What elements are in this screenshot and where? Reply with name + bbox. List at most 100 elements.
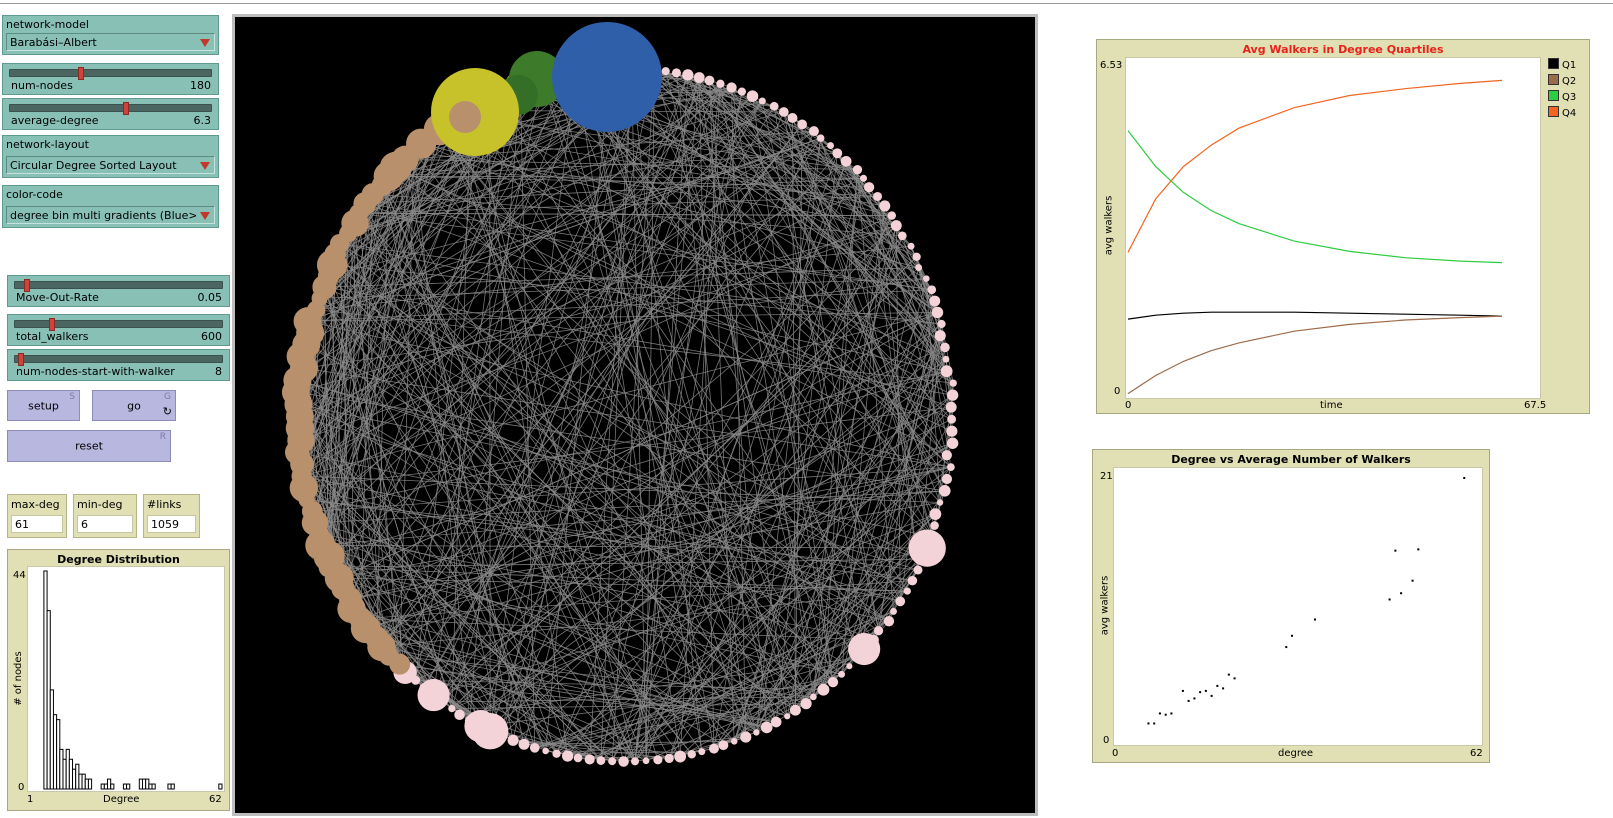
network-node[interactable] [907, 575, 918, 586]
network-node[interactable] [718, 740, 729, 751]
network-node[interactable] [941, 450, 952, 461]
network-node[interactable] [726, 82, 737, 93]
network-node[interactable] [608, 757, 617, 766]
network-node[interactable] [797, 119, 807, 130]
total-walkers-slider[interactable]: total_walkers 600 [7, 314, 230, 346]
network-node[interactable] [769, 101, 779, 111]
network-node[interactable] [464, 715, 475, 726]
network-node[interactable] [929, 508, 942, 520]
network-node[interactable] [846, 663, 853, 670]
network-node[interactable] [642, 757, 650, 765]
network-node[interactable] [704, 75, 715, 86]
slider-thumb[interactable] [123, 102, 130, 115]
num-nodes-start-with-walker-slider[interactable]: num-nodes-start-with-walker 8 [7, 349, 230, 381]
network-node[interactable] [903, 587, 911, 595]
network-node[interactable] [674, 750, 687, 763]
network-node[interactable] [746, 90, 759, 102]
slider-thumb[interactable] [48, 318, 55, 331]
slider-track[interactable] [14, 355, 223, 363]
network-node[interactable] [758, 97, 766, 105]
network-node[interactable] [940, 342, 950, 353]
network-node[interactable] [561, 750, 574, 762]
network-node[interactable] [915, 264, 923, 272]
network-node[interactable] [737, 87, 747, 96]
network-node[interactable] [920, 556, 927, 563]
network-node[interactable] [937, 319, 946, 329]
average-degree-slider[interactable]: average-degree 6.3 [2, 98, 219, 130]
network-node[interactable] [949, 379, 957, 387]
network-node[interactable] [890, 607, 897, 615]
network-node[interactable] [464, 710, 497, 743]
network-node[interactable] [931, 306, 944, 319]
slider-thumb[interactable] [77, 67, 84, 80]
network-node[interactable] [946, 437, 959, 449]
network-node[interactable] [800, 698, 812, 710]
network-node[interactable] [890, 220, 902, 232]
network-node[interactable] [810, 693, 817, 701]
network-node[interactable] [930, 521, 939, 530]
network-node[interactable] [693, 72, 705, 83]
network-node[interactable] [912, 252, 921, 261]
network-node[interactable] [860, 174, 868, 182]
network-node[interactable] [449, 101, 481, 133]
network-node[interactable] [419, 683, 428, 693]
network-node[interactable] [653, 755, 663, 765]
go-button[interactable]: go G ↻ [92, 390, 176, 421]
network-model-chooser[interactable]: network-model Barabási–Albert [2, 15, 219, 55]
network-node[interactable] [895, 596, 906, 607]
color-code-chooser[interactable]: color-code degree bin multi gradients (B… [2, 185, 219, 228]
slider-track[interactable] [14, 320, 223, 328]
network-node[interactable] [883, 616, 895, 627]
network-node[interactable] [664, 753, 674, 764]
network-node[interactable] [631, 757, 639, 766]
network-node[interactable] [879, 200, 891, 212]
network-node[interactable] [827, 677, 839, 688]
network-node[interactable] [596, 756, 606, 765]
network-node[interactable] [682, 69, 694, 81]
network-node[interactable] [708, 743, 719, 754]
network-node[interactable] [770, 716, 782, 728]
network-node[interactable] [897, 231, 907, 241]
network-node[interactable] [863, 182, 875, 193]
network-node[interactable] [584, 754, 595, 765]
network-node[interactable] [923, 275, 930, 282]
network-node[interactable] [908, 529, 946, 567]
network-node[interactable] [947, 389, 959, 401]
network-node[interactable] [507, 734, 519, 746]
network-node[interactable] [789, 704, 801, 716]
network-node[interactable] [687, 750, 696, 759]
network-node[interactable] [518, 738, 530, 750]
network-node[interactable] [945, 401, 957, 413]
network-node[interactable] [740, 731, 752, 743]
network-view[interactable] [232, 14, 1038, 816]
network-graph[interactable] [235, 17, 1035, 813]
slider-track[interactable] [9, 104, 212, 112]
network-node[interactable] [934, 330, 946, 342]
network-node[interactable] [853, 653, 862, 662]
network-node[interactable] [816, 134, 825, 142]
network-node[interactable] [661, 67, 670, 76]
network-node[interactable] [817, 683, 830, 696]
network-node[interactable] [913, 565, 923, 575]
network-node[interactable] [848, 632, 881, 666]
color-code-select[interactable]: degree bin multi gradients (Blue>Gree… [6, 206, 215, 224]
network-node[interactable] [907, 242, 915, 250]
network-node[interactable] [947, 463, 955, 472]
network-model-select[interactable]: Barabási–Albert [6, 33, 215, 51]
network-node[interactable] [671, 68, 681, 78]
network-node[interactable] [832, 148, 843, 159]
network-node[interactable] [618, 756, 629, 767]
network-node[interactable] [552, 749, 561, 758]
network-node[interactable] [454, 709, 465, 721]
network-node[interactable] [873, 191, 883, 201]
network-node[interactable] [947, 414, 957, 424]
reset-button[interactable]: reset R [7, 430, 171, 462]
network-node[interactable] [730, 738, 738, 745]
network-node[interactable] [827, 142, 834, 150]
network-node[interactable] [939, 485, 951, 497]
network-node[interactable] [873, 626, 884, 636]
network-node[interactable] [753, 729, 760, 736]
slider-thumb[interactable] [24, 279, 31, 292]
slider-track[interactable] [14, 281, 223, 289]
network-node[interactable] [929, 295, 941, 307]
